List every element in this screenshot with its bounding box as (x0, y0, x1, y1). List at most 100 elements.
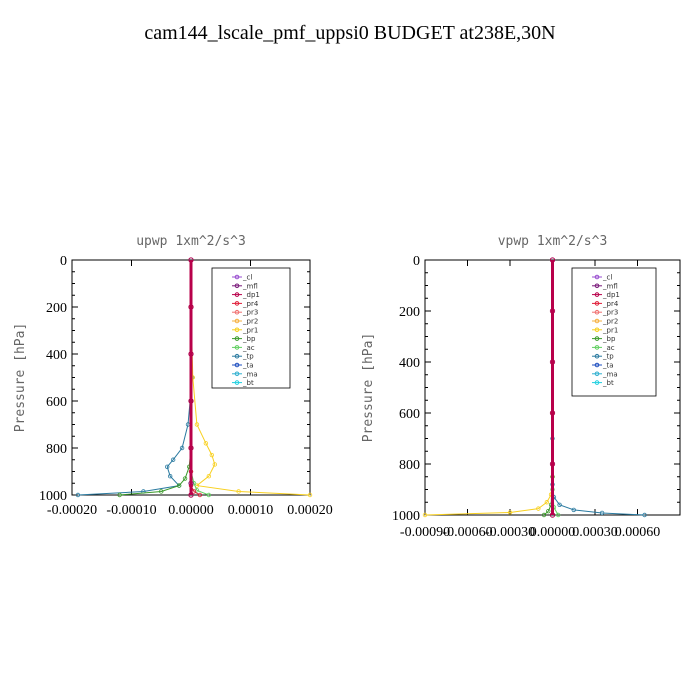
x-tick-label: -0.00060 (442, 525, 492, 540)
data-point (188, 492, 194, 498)
data-point (188, 445, 194, 451)
x-tick-label: -0.00030 (485, 525, 535, 540)
legend-entry: _ta (602, 362, 614, 370)
chart-panel-2: vpwp 1xm^2/s^3 Pressure [hPa] 0 200 400 600 80… (361, 234, 681, 540)
data-point (549, 461, 556, 467)
series-line (77, 306, 193, 496)
data-point (549, 359, 556, 365)
legend-entry: _tp (602, 353, 614, 361)
legend-entry: _pr1 (602, 326, 618, 334)
legend-marker (234, 309, 240, 315)
data-point (549, 512, 556, 518)
series-line (190, 306, 311, 496)
data-point (188, 304, 194, 310)
legend-entry: _bp (602, 335, 616, 343)
legend-marker (594, 345, 600, 350)
legend-marker (234, 327, 240, 333)
data-point (555, 512, 561, 518)
series-line (424, 413, 553, 516)
data-point (422, 512, 428, 518)
x-tick-label: 0.00010 (228, 503, 274, 518)
legend-entry: _pr3 (602, 309, 618, 317)
data-point (642, 512, 647, 518)
data-point (159, 489, 164, 494)
y-tick-label: 800 (399, 458, 420, 473)
y-tick-label: 0 (60, 254, 67, 269)
y-tick-label: 400 (46, 348, 67, 363)
data-point (167, 474, 173, 479)
data-point (536, 506, 541, 511)
data-point (549, 308, 556, 314)
data-point (203, 441, 209, 446)
legend: _cl_mfl_dp1_pr4_pr3_pr2_pr1_bp_ac_tp_ta_… (211, 267, 291, 389)
legend-entry: _cl (602, 274, 612, 282)
data-point (599, 510, 605, 516)
x-tick-label: -0.00090 (400, 525, 450, 540)
legend-entry: _ac (602, 344, 615, 352)
data-point (212, 462, 217, 467)
y-tick-label: 1000 (392, 509, 420, 524)
legend-marker (594, 362, 600, 368)
legend-entry: _bt (242, 379, 254, 387)
y-tick-label: 800 (46, 442, 67, 457)
y-axis-label: Pressure [hPa] (361, 333, 376, 443)
legend-entry: _ma (242, 370, 258, 378)
series-tp (75, 304, 195, 498)
legend-entry: _dp1 (602, 291, 620, 299)
legend-marker (234, 345, 240, 350)
data-point (197, 492, 203, 498)
legend-entry: _dp1 (242, 291, 260, 299)
data-point (182, 476, 188, 481)
legend-marker (594, 353, 600, 359)
legend-marker (234, 380, 240, 385)
legend-entry: _ta (242, 362, 254, 370)
data-point (194, 422, 200, 427)
data-point (307, 492, 313, 498)
data-point (179, 445, 185, 451)
x-tick-label: 0.00030 (572, 525, 618, 540)
legend: _cl_mfl_dp1_pr4_pr3_pr2_pr1_bp_ac_tp_ta _… (571, 267, 657, 397)
data-point (546, 508, 551, 514)
legend-entry: _bt (602, 379, 614, 387)
legend-marker (234, 362, 240, 368)
legend-entry: _ac (242, 344, 255, 352)
legend-entry: _pr4 (602, 300, 619, 308)
series-dp1 (188, 257, 194, 498)
data-point (544, 500, 550, 505)
y-tick-label: 600 (46, 395, 67, 410)
data-point (188, 351, 194, 357)
legend-entry: _pr2 (602, 318, 618, 326)
legend-marker (594, 327, 600, 333)
legend-marker (594, 301, 600, 306)
y-tick-label: 1000 (39, 489, 67, 504)
y-axis-label: Pressure [hPa] (13, 323, 28, 433)
legend-entry: _pr4 (242, 300, 259, 308)
data-point (206, 474, 212, 479)
legend-entry: _pr1 (242, 326, 258, 334)
y-tick-label: 200 (399, 305, 420, 320)
legend-marker (234, 353, 240, 359)
legend-marker (594, 274, 600, 280)
legend-entry: _pr3 (242, 309, 258, 317)
data-point (549, 257, 556, 263)
page-title: cam144_lscale_pmf_uppsi0 BUDGET at238E,3… (144, 22, 556, 44)
legend-marker (594, 336, 600, 341)
legend-marker (594, 292, 600, 297)
legend-marker (234, 371, 240, 377)
legend-entry: _mfl (602, 282, 618, 290)
legend-entry: _cl (242, 274, 252, 282)
data-point (541, 512, 547, 518)
data-point (164, 464, 170, 469)
data-point (188, 398, 194, 404)
series-tp (550, 436, 647, 518)
legend-marker (594, 318, 600, 324)
legend-marker (234, 283, 240, 289)
data-point (236, 489, 241, 494)
x-tick-label: 0.00020 (287, 503, 333, 518)
y-tick-label: 400 (399, 356, 420, 371)
legend-marker (234, 301, 240, 306)
data-point (549, 410, 556, 416)
legend-marker (594, 371, 600, 377)
data-point (557, 502, 562, 507)
